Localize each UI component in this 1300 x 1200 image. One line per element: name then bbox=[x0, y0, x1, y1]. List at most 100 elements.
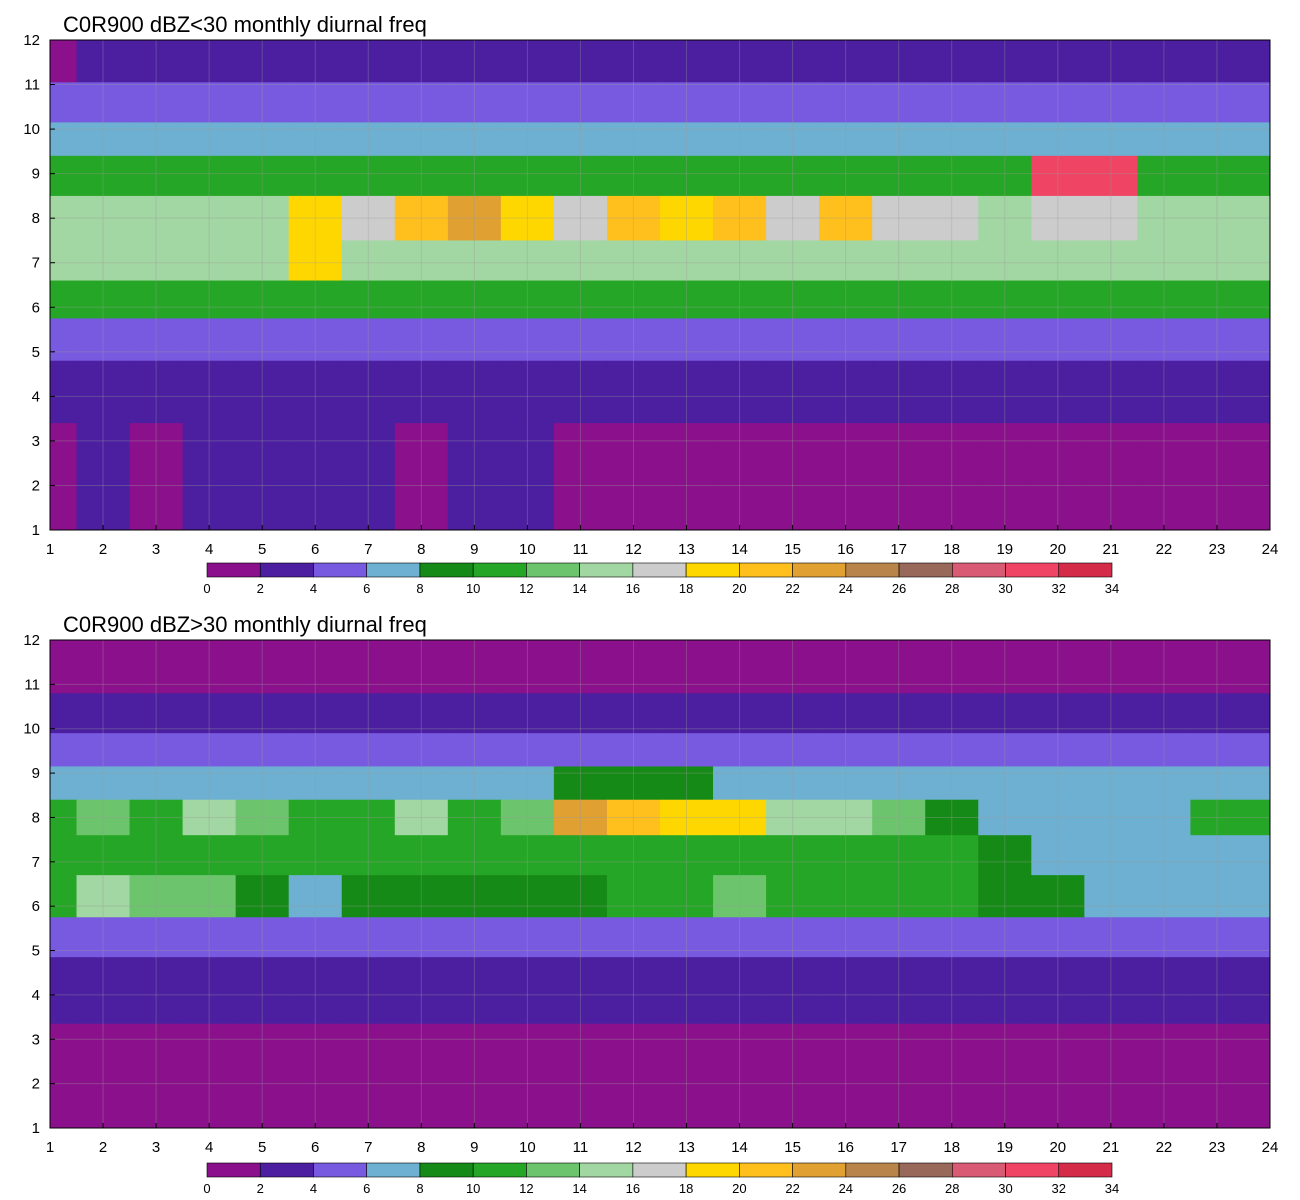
contour-cell bbox=[978, 875, 1032, 918]
contour-cell bbox=[660, 766, 714, 801]
contour-cell bbox=[129, 155, 184, 197]
contour-cell bbox=[288, 318, 343, 362]
contour-cell bbox=[1084, 957, 1138, 1025]
contour-cell bbox=[500, 957, 555, 1025]
contour-cell bbox=[76, 957, 131, 1025]
contour-cell bbox=[394, 122, 449, 157]
contour-cell bbox=[1137, 280, 1192, 320]
contour-cell bbox=[500, 82, 555, 124]
contour-cell bbox=[1190, 318, 1245, 362]
contour-cell bbox=[872, 733, 926, 768]
contour-cell bbox=[978, 280, 1032, 320]
contour-cell bbox=[235, 40, 290, 83]
y-tick-label: 8 bbox=[32, 809, 40, 826]
contour-cell bbox=[1031, 766, 1085, 801]
plot-frame bbox=[49, 39, 1271, 531]
contour-cell bbox=[1084, 155, 1138, 197]
contour-cell bbox=[1137, 423, 1192, 530]
y-tick-label: 4 bbox=[32, 388, 40, 405]
contour-cell bbox=[660, 122, 714, 157]
x-tick-label: 14 bbox=[731, 541, 748, 558]
contour-cell bbox=[660, 82, 714, 124]
contour-cell bbox=[288, 1023, 343, 1128]
contour-cell bbox=[1084, 360, 1138, 424]
contour-cell bbox=[553, 155, 608, 197]
contour-cell bbox=[1031, 195, 1085, 242]
contour-cell bbox=[182, 733, 237, 768]
contour-cell bbox=[925, 423, 979, 530]
contour-cell bbox=[235, 318, 290, 362]
contour-cell bbox=[394, 733, 449, 768]
contour-cell bbox=[288, 280, 343, 320]
contour-cell bbox=[872, 240, 926, 282]
contour-cell bbox=[50, 318, 78, 362]
colorbar-label: 16 bbox=[626, 581, 640, 596]
contour-cell bbox=[819, 766, 873, 801]
contour-cell bbox=[819, 240, 873, 282]
contour-cell bbox=[1031, 122, 1085, 157]
contour-cell bbox=[288, 155, 343, 197]
contour-cell bbox=[713, 957, 767, 1025]
x-tick-label: 10 bbox=[519, 541, 536, 558]
x-tick-label: 7 bbox=[364, 541, 372, 558]
contour-cell bbox=[713, 693, 767, 734]
contour-cell bbox=[553, 82, 608, 124]
colorbar-swatch bbox=[1058, 562, 1113, 578]
contour-cell bbox=[766, 155, 820, 197]
contour-cell bbox=[978, 957, 1032, 1025]
contour-cell bbox=[129, 82, 184, 124]
contour-cell bbox=[76, 195, 131, 242]
contour-cell bbox=[819, 122, 873, 157]
x-tick-label: 5 bbox=[258, 541, 266, 558]
colorbar-label: 26 bbox=[892, 581, 906, 596]
contour-cell bbox=[925, 733, 979, 768]
contour-cell bbox=[978, 693, 1032, 734]
contour-cell bbox=[925, 195, 979, 242]
contour-cell bbox=[50, 957, 78, 1025]
x-tick-label: 18 bbox=[943, 1139, 960, 1156]
contour-cell bbox=[447, 82, 502, 124]
contour-cell bbox=[1137, 799, 1192, 836]
contour-cell bbox=[925, 640, 979, 694]
x-tick-label: 23 bbox=[1209, 541, 1226, 558]
contour-cell bbox=[76, 318, 131, 362]
contour-cell bbox=[1031, 917, 1085, 958]
contour-cell bbox=[1243, 693, 1270, 734]
x-tick-label: 11 bbox=[573, 541, 589, 558]
contour-cell bbox=[1190, 875, 1245, 918]
contour-cell bbox=[660, 155, 714, 197]
y-tick-label: 7 bbox=[32, 255, 40, 272]
x-tick-label: 2 bbox=[99, 541, 107, 558]
contour-cell bbox=[288, 957, 343, 1025]
contour-cell bbox=[713, 195, 767, 242]
colorbar-label: 26 bbox=[892, 1181, 906, 1196]
y-tick-label: 10 bbox=[23, 121, 40, 138]
x-tick-label: 17 bbox=[890, 541, 907, 558]
colorbar-label: 20 bbox=[732, 581, 746, 596]
contour-cell bbox=[819, 155, 873, 197]
contour-cell bbox=[872, 835, 926, 876]
contour-cell bbox=[553, 875, 608, 918]
contour-cell bbox=[500, 1023, 555, 1128]
colorbar-swatch bbox=[579, 562, 634, 578]
colorbar-label: 18 bbox=[679, 1181, 693, 1196]
contour-cell bbox=[660, 423, 714, 530]
contour-cell bbox=[76, 640, 131, 694]
contour-cell bbox=[713, 82, 767, 124]
contour-cell bbox=[235, 693, 290, 734]
contour-cell bbox=[1190, 82, 1245, 124]
contour-cell bbox=[819, 280, 873, 320]
y-tick-label: 2 bbox=[32, 477, 40, 494]
colorbar-label: 12 bbox=[519, 1181, 533, 1196]
contour-cell bbox=[235, 280, 290, 320]
contour-cell bbox=[553, 40, 608, 83]
y-tick-label: 5 bbox=[32, 344, 40, 361]
contour-cell bbox=[447, 733, 502, 768]
contour-cell bbox=[872, 318, 926, 362]
x-tick-label: 6 bbox=[311, 1139, 319, 1156]
contour-cell bbox=[447, 318, 502, 362]
x-tick-label: 23 bbox=[1209, 1139, 1226, 1156]
contour-cell bbox=[129, 693, 184, 734]
contour-cell bbox=[447, 766, 502, 801]
contour-cell bbox=[447, 155, 502, 197]
